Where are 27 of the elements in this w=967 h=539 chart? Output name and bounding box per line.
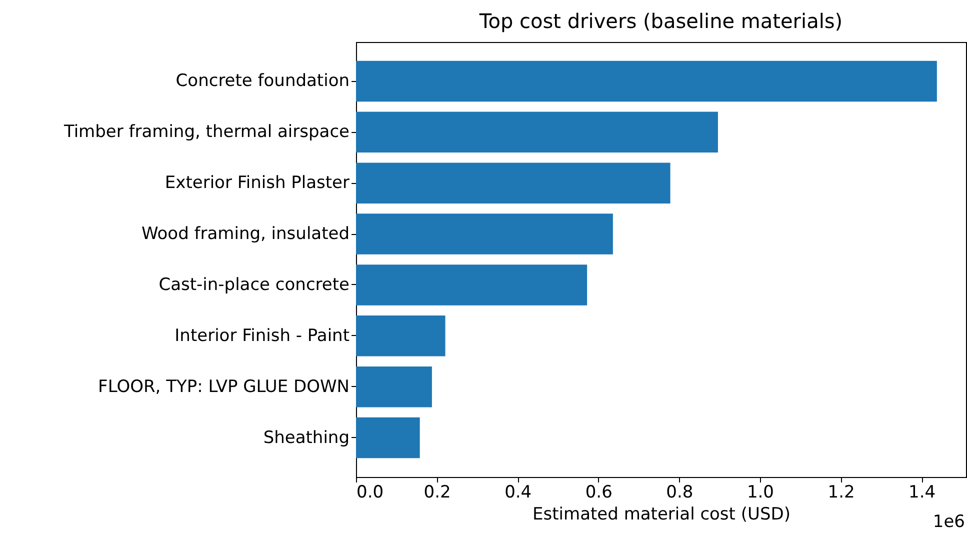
y-tick-label: FLOOR, TYP: LVP GLUE DOWN — [98, 376, 350, 397]
y-tick-label: Exterior Finish Plaster — [164, 173, 350, 194]
bar — [356, 264, 588, 306]
chart-title: Top cost drivers (baseline materials) — [478, 9, 843, 33]
y-tick-label: Interior Finish - Paint — [174, 326, 350, 346]
bar — [356, 316, 446, 356]
y-tick-label: Sheathing — [263, 428, 350, 448]
x-axis-title: Estimated material cost (USD) — [532, 504, 790, 524]
x-tick-label: 1.4 — [908, 482, 936, 502]
x-tick-label: 0.0 — [356, 482, 384, 502]
bar — [356, 162, 670, 204]
bar — [356, 366, 432, 408]
x-tick-label: 0.2 — [424, 482, 451, 502]
bar — [356, 417, 420, 458]
y-tick-label: Concrete foundation — [176, 71, 350, 92]
y-tick-label: Wood framing, insulated — [141, 224, 350, 244]
text: 1e6 — [932, 512, 965, 532]
y-tick-label: Timber framing, thermal airspace — [62, 122, 350, 142]
x-tick-label: 1.0 — [746, 482, 774, 502]
x-tick-label: 1.2 — [828, 482, 855, 502]
x-tick-label: 0.8 — [666, 482, 694, 502]
bar — [356, 60, 937, 102]
bar — [356, 112, 718, 153]
x-tick-label: 0.6 — [585, 482, 612, 502]
y-tick-label: Cast-in-place concrete — [158, 274, 350, 295]
bar — [356, 214, 613, 254]
x-tick-label: 0.4 — [504, 482, 532, 502]
